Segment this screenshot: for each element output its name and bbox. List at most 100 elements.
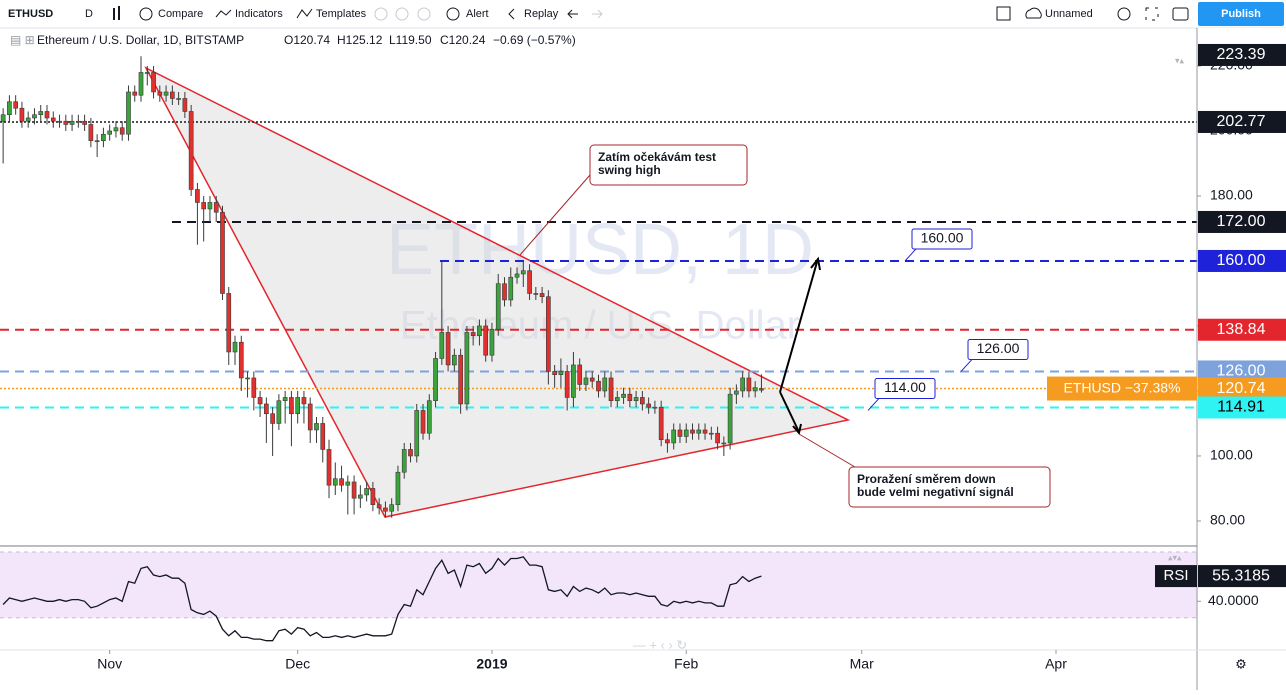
publish-button[interactable] — [1198, 2, 1284, 26]
symbol[interactable]: ETHUSD — [8, 8, 53, 20]
k-button[interactable] — [374, 7, 388, 21]
candle-body — [671, 429, 677, 444]
candle-body — [470, 332, 476, 337]
candle-body — [157, 91, 163, 96]
candle-body — [552, 371, 557, 376]
arrow-up[interactable] — [779, 261, 818, 393]
candle-body — [577, 364, 583, 385]
x-tick-label: Mar — [850, 656, 874, 672]
candle-body — [571, 364, 576, 398]
legend-title[interactable]: Ethereum / U.S. Dollar, 1D, BITSTAMP — [37, 33, 244, 47]
candle-body — [188, 111, 194, 190]
candle-body — [408, 449, 413, 457]
rsi-value-box — [1198, 565, 1286, 588]
candle-body — [195, 189, 200, 203]
candle-body — [539, 293, 545, 298]
annotation-box[interactable] — [848, 466, 1051, 508]
select-checkbox[interactable] — [996, 6, 1011, 21]
candle-body — [495, 283, 501, 330]
undo-button[interactable] — [567, 9, 578, 19]
candle-body — [721, 442, 727, 445]
candle-body — [144, 72, 150, 74]
candle-body — [32, 114, 37, 119]
pane-buttons[interactable]: ▴▾▴ — [1168, 552, 1182, 562]
price-level-box — [1198, 396, 1286, 419]
candle-body — [439, 332, 445, 359]
callout-box[interactable] — [967, 338, 1029, 360]
bars-icon[interactable] — [113, 8, 115, 20]
alert-button[interactable]: Alert — [466, 8, 489, 20]
annotation-box[interactable] — [589, 144, 748, 186]
candle-body — [276, 400, 282, 424]
callout-box[interactable] — [874, 377, 936, 399]
candle-body — [646, 403, 651, 408]
candle-body — [289, 397, 294, 415]
candle-body — [564, 371, 570, 398]
candle-body — [370, 488, 376, 506]
candle-body — [138, 72, 144, 96]
candle-body — [696, 429, 702, 434]
candle-body — [245, 377, 250, 380]
compare-icon — [139, 7, 153, 21]
candle-body — [170, 91, 175, 99]
candle-body — [621, 393, 626, 398]
callout-box[interactable] — [911, 228, 973, 250]
candle-body — [690, 429, 695, 434]
candle-body — [345, 481, 351, 486]
layout-name[interactable]: Unnamed — [1045, 8, 1093, 20]
callout-pointer — [867, 398, 880, 411]
candle-body — [389, 504, 395, 512]
fullscreen-button[interactable] — [1145, 7, 1159, 21]
candle-body — [633, 397, 639, 402]
change-label: ETHUSD −37.38% — [1063, 379, 1180, 395]
x-tick-label: 2019 — [476, 656, 507, 672]
compare-button[interactable]: Compare — [158, 8, 203, 20]
s-button[interactable] — [417, 7, 431, 21]
candle-body — [151, 72, 156, 93]
arrow-down[interactable] — [779, 391, 800, 433]
legend-open: O120.74 — [284, 33, 330, 47]
price-level-label: 126.00 — [1217, 363, 1266, 380]
settings-button[interactable] — [1117, 7, 1131, 21]
candle-body — [264, 403, 269, 415]
m-button[interactable] — [395, 7, 409, 21]
annotation-text: swing high — [598, 163, 661, 177]
candle-body — [364, 488, 369, 496]
candle-body — [332, 478, 338, 486]
candle-body — [596, 380, 601, 392]
candle-body — [658, 406, 664, 441]
candle-body — [201, 202, 207, 210]
candle-body — [401, 449, 407, 473]
arrow-head — [792, 423, 802, 436]
pane-buttons[interactable]: ▾▴ — [1175, 55, 1185, 65]
candle-body — [94, 140, 100, 143]
indicators-button[interactable]: Indicators — [235, 8, 283, 20]
interval[interactable]: D — [85, 8, 93, 20]
candle-body — [57, 120, 62, 123]
replay-button[interactable]: Replay — [524, 8, 559, 20]
candle-body — [126, 91, 131, 135]
templates-button[interactable]: Templates — [316, 8, 367, 20]
callout-label: 114.00 — [884, 379, 926, 395]
candle-body — [113, 127, 119, 132]
y-tick-label: 180.00 — [1210, 187, 1253, 203]
candle-body — [63, 120, 69, 125]
price-level-box — [1198, 249, 1286, 272]
legend-high: H125.12 — [337, 33, 383, 47]
candle-body — [88, 124, 94, 142]
axis-settings[interactable]: ⚙ — [1235, 656, 1247, 671]
redo-button[interactable] — [592, 9, 603, 19]
candle-body — [608, 377, 614, 402]
alert-icon — [446, 7, 460, 21]
snapshot-button[interactable] — [1172, 7, 1189, 21]
navigation-buttons[interactable]: — + ‹ › ↻ — [633, 637, 688, 652]
candle-body — [426, 400, 432, 434]
annotation-text: Proražení směrem down — [857, 472, 996, 486]
candle-body — [558, 371, 564, 376]
candle-body — [420, 410, 426, 434]
rsi-title-box — [1155, 565, 1197, 588]
legend-close: C120.24 — [440, 33, 486, 47]
candle-body — [483, 325, 489, 356]
callout-pointer — [960, 359, 973, 372]
indicators-icon — [215, 9, 232, 18]
